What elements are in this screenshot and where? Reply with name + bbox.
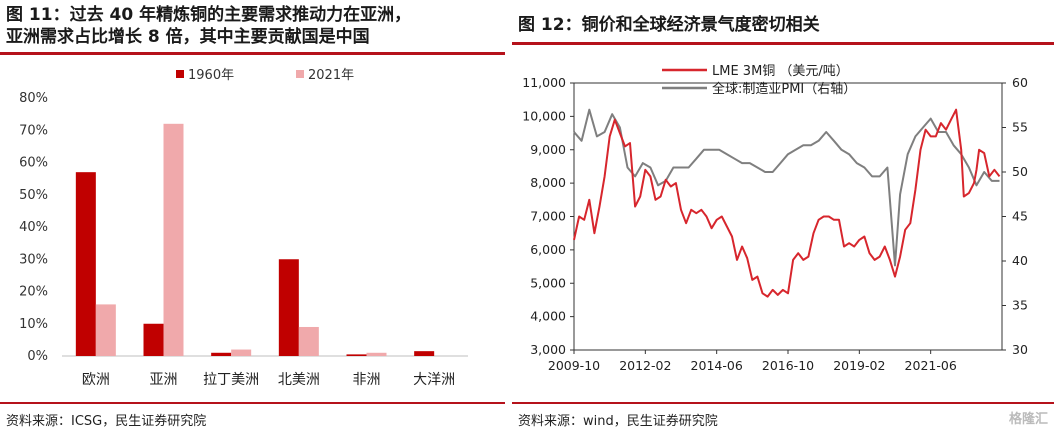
x-tick-label: 2019-02 — [833, 358, 885, 373]
y-tick-label: 10% — [19, 317, 48, 332]
x-category-label: 拉丁美洲 — [203, 372, 259, 388]
left-source-rule — [0, 402, 505, 404]
y-tick-label: 70% — [19, 123, 48, 138]
bar-2021 — [298, 326, 319, 356]
left-panel: 图 11：过去 40 年精炼铜的主要需求推动力在亚洲， 亚洲需求占比增长 8 倍… — [0, 0, 505, 433]
y-tick-label: 0% — [27, 349, 48, 364]
bar-2021 — [163, 123, 184, 356]
left-y-tick-label: 3,000 — [530, 342, 566, 357]
left-y-tick-label: 9,000 — [530, 142, 566, 157]
x-tick-label: 2012-02 — [619, 358, 671, 373]
lme-copper-line — [573, 108, 1001, 298]
legend-swatch — [176, 70, 184, 78]
right-y-tick-label: 50 — [1012, 164, 1028, 179]
left-chart-title: 图 11：过去 40 年精炼铜的主要需求推动力在亚洲， 亚洲需求占比增长 8 倍… — [6, 4, 411, 48]
left-title-rule — [0, 52, 505, 55]
right-source-rule — [512, 402, 1054, 404]
x-tick-label: 2016-10 — [762, 358, 814, 373]
legend-label: 1960年 — [188, 68, 234, 83]
x-category-label: 非洲 — [353, 372, 381, 388]
left-y-tick-label: 5,000 — [530, 275, 566, 290]
bar-1960 — [414, 351, 435, 356]
y-tick-label: 40% — [19, 220, 48, 235]
x-category-label: 亚洲 — [150, 372, 178, 388]
x-category-label: 大洋洲 — [413, 372, 455, 388]
right-chart-title: 图 12：铜价和全球经济景气度密切相关 — [518, 15, 820, 35]
x-tick-label: 2009-10 — [548, 358, 600, 373]
bar-1960 — [278, 259, 299, 356]
x-category-label: 北美洲 — [278, 372, 320, 388]
y-tick-label: 60% — [19, 156, 48, 171]
right-y-tick-label: 55 — [1012, 120, 1028, 135]
plot-frame — [573, 82, 1003, 351]
x-category-label: 欧洲 — [82, 372, 110, 388]
left-title-line1: 图 11：过去 40 年精炼铜的主要需求推动力在亚洲， — [6, 5, 412, 25]
right-y-tick-label: 40 — [1012, 253, 1028, 268]
legend-label: 2021年 — [308, 68, 354, 83]
bar-2021 — [95, 304, 116, 356]
bar-1960 — [211, 352, 232, 356]
bar-chart: 0% 10% 20% 30% 40% 50% 60% 70% 80% 欧洲 亚洲 拉丁美洲 北美洲 非洲 大… — [19, 68, 468, 388]
legend-label: LME 3M铜 （美元/吨） — [712, 64, 849, 79]
legend-label: 全球:制造业PMI（右轴） — [712, 81, 856, 97]
left-title-line2: 亚洲需求占比增长 8 倍，其中主要贡献国是中国 — [6, 27, 370, 47]
left-y-tick-label: 4,000 — [530, 309, 566, 324]
right-y-tick-label: 35 — [1012, 298, 1028, 313]
bar-2021 — [366, 352, 387, 356]
watermark: 格隆汇 — [1008, 412, 1048, 427]
y-tick-label: 30% — [19, 252, 48, 267]
right-y-tick-label: 45 — [1012, 209, 1028, 224]
y-tick-label: 20% — [19, 285, 48, 300]
left-y-tick-label: 8,000 — [530, 175, 566, 190]
line-chart: 3,000 4,000 5,000 6,000 7,000 8,000 9,000 10,00… — [522, 64, 1028, 373]
x-tick-label: 2014-06 — [691, 358, 743, 373]
left-y-tick-label: 10,000 — [522, 108, 566, 123]
right-title-rule — [512, 42, 1054, 45]
right-source: 资料来源：wind，民生证券研究院 — [518, 414, 718, 429]
global-pmi-line — [573, 108, 1000, 267]
left-y-tick-label: 6,000 — [530, 242, 566, 257]
right-y-tick-label: 60 — [1012, 75, 1028, 90]
bar-1960 — [346, 354, 367, 356]
legend-swatch — [296, 70, 304, 78]
y-tick-label: 80% — [19, 91, 48, 106]
y-tick-label: 50% — [19, 188, 48, 203]
left-source: 资料来源：ICSG，民生证券研究院 — [6, 414, 207, 429]
bar-1960 — [75, 172, 96, 356]
left-y-tick-label: 11,000 — [522, 75, 566, 90]
bar-2021 — [231, 349, 252, 356]
left-y-tick-label: 7,000 — [530, 209, 566, 224]
x-tick-label: 2021-06 — [905, 358, 957, 373]
right-panel: 图 12：铜价和全球经济景气度密切相关 3,000 4,000 5,000 6,000… — [512, 0, 1054, 433]
bar-1960 — [143, 323, 164, 356]
right-y-tick-label: 30 — [1012, 342, 1028, 357]
